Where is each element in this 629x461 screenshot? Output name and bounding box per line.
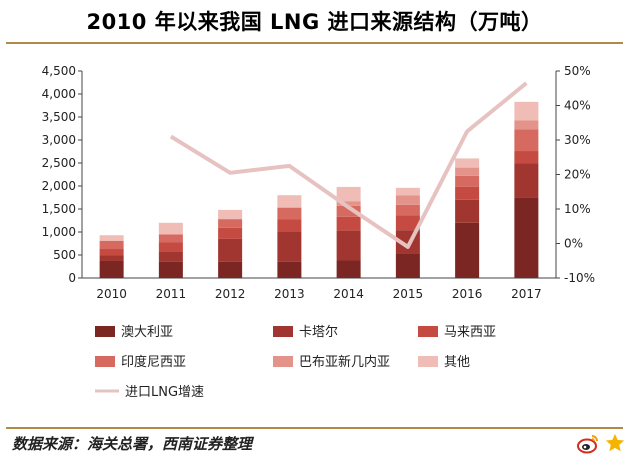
bar-segment	[99, 260, 124, 278]
right-tick-label: 0%	[564, 237, 583, 251]
legend-swatch	[418, 326, 438, 337]
bar-segment	[277, 207, 302, 220]
weibo-icon[interactable]	[576, 432, 600, 456]
bar-segment	[455, 167, 480, 176]
x-tick-label: 2012	[215, 287, 246, 301]
bar-segment	[514, 101, 539, 121]
left-tick-label: 3,000	[42, 133, 76, 147]
bar-segment	[514, 129, 539, 152]
bar-segment	[218, 219, 243, 228]
left-tick-label: 4,000	[42, 87, 76, 101]
legend-swatch	[273, 356, 293, 367]
right-tick-label: -10%	[564, 271, 595, 285]
bar-segment	[218, 227, 243, 239]
legend-swatch	[418, 356, 438, 367]
bar-segment	[336, 230, 361, 261]
left-tick-label: 0	[68, 271, 76, 285]
bar-segment	[395, 195, 420, 205]
bar-segment	[277, 261, 302, 278]
bar-segment	[99, 249, 124, 256]
x-tick-label: 2010	[96, 287, 127, 301]
left-tick-label: 2,500	[42, 156, 76, 170]
x-tick-label: 2014	[333, 287, 364, 301]
bar-segment	[455, 186, 480, 200]
legend-label: 马来西亚	[444, 325, 496, 340]
bar-segment	[336, 186, 361, 202]
bar-segment	[514, 197, 539, 278]
bar-segment	[395, 253, 420, 278]
legend-label: 巴布亚新几内亚	[299, 354, 390, 370]
right-tick-label: 50%	[564, 64, 591, 78]
bar-segment	[336, 216, 361, 231]
legend-label: 印度尼西亚	[121, 354, 186, 370]
bar-segment	[395, 187, 420, 196]
bar-segment	[336, 205, 361, 217]
bar-segment	[277, 195, 302, 208]
bar-segment	[158, 251, 183, 262]
bar-segment	[514, 163, 539, 198]
corner-icons	[576, 432, 626, 456]
legend-swatch	[95, 326, 115, 337]
bar-segment	[158, 261, 183, 278]
bar-segment	[99, 240, 124, 250]
legend-label: 卡塔尔	[299, 325, 338, 340]
bar-segment	[277, 232, 302, 262]
bar-segment	[218, 261, 243, 278]
legend-swatch	[95, 356, 115, 367]
legend-label: 其他	[444, 355, 470, 370]
left-tick-label: 3,500	[42, 110, 76, 124]
legend-label: 澳大利亚	[121, 324, 173, 340]
left-tick-label: 500	[53, 248, 76, 262]
left-tick-label: 1,000	[42, 225, 76, 239]
x-tick-label: 2017	[511, 287, 542, 301]
bar-segment	[99, 235, 124, 241]
x-tick-label: 2016	[452, 287, 483, 301]
lng-import-chart: 4,500 4,000 3,500 3,000 2,500 2,000 1,500 1,000…	[42, 64, 595, 400]
data-source-note: 数据来源：海关总署，西南证券整理	[12, 435, 253, 453]
bar-segment	[99, 255, 124, 261]
bar-segment	[158, 242, 183, 252]
x-tick-label: 2015	[393, 287, 424, 301]
top-divider	[6, 42, 623, 44]
left-tick-label: 2,000	[42, 179, 76, 193]
left-tick-label: 1,500	[42, 202, 76, 216]
star-icon[interactable]	[604, 432, 626, 454]
bar-segment	[514, 120, 539, 130]
bar-segment	[336, 201, 361, 206]
bar-segment	[158, 234, 183, 243]
right-tick-label: 20%	[564, 168, 591, 182]
right-tick-label: 10%	[564, 202, 591, 216]
bar-segment	[455, 158, 480, 168]
bar-segment	[218, 238, 243, 262]
bar-segment	[158, 222, 183, 235]
bar-segment	[218, 209, 243, 220]
bar-segment	[455, 175, 480, 187]
legend-swatch	[273, 326, 293, 337]
bar-segment	[455, 199, 480, 223]
bar-segment	[455, 222, 480, 278]
legend-label: 进口LNG增速	[125, 385, 204, 400]
right-tick-label: 30%	[564, 133, 591, 147]
left-tick-label: 4,500	[42, 64, 76, 78]
x-tick-label: 2011	[156, 287, 187, 301]
bar-segment	[395, 204, 420, 216]
chart-title: 2010 年以来我国 LNG 进口来源结构（万吨）	[86, 10, 543, 34]
bar-segment	[395, 215, 420, 231]
right-tick-label: 40%	[564, 99, 591, 113]
bar-segment	[514, 151, 539, 164]
bottom-divider	[6, 427, 623, 429]
bar-segment	[336, 260, 361, 278]
bar-segment	[277, 219, 302, 232]
x-tick-label: 2013	[274, 287, 305, 301]
